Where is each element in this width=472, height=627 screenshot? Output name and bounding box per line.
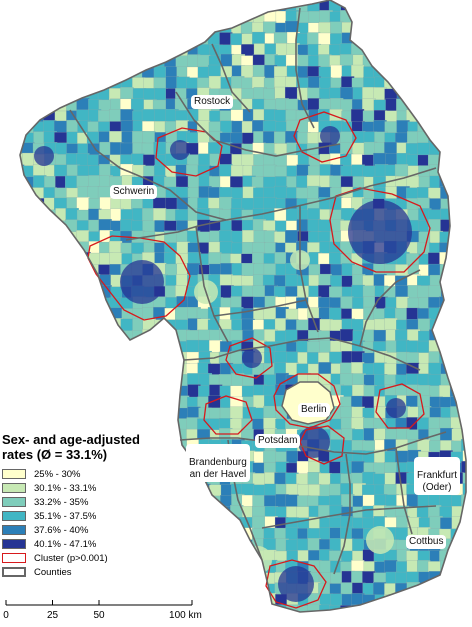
- city-label-cottbus: Cottbus: [406, 535, 447, 549]
- cluster-northeast: [293, 111, 357, 163]
- legend-swatch: [2, 497, 26, 507]
- legend-title-line2: rates (Ø = 33.1%): [2, 447, 108, 462]
- scale-bar-labels: 0 25 50 100 km: [3, 594, 202, 624]
- legend-row-class-1: 30.1% - 33.1%: [2, 482, 192, 494]
- legend-row-class-0: 25% - 30%: [2, 468, 192, 480]
- legend-swatch: [2, 469, 26, 479]
- city-label-schwerin: Schwerin: [110, 185, 158, 199]
- cluster-mid: [225, 337, 273, 379]
- legend-row-class-4: 37.6% - 40%: [2, 524, 192, 536]
- county-swatch: [2, 567, 26, 577]
- cluster-berlin-south: [299, 425, 345, 465]
- cluster-east: [329, 187, 431, 273]
- scale-tick-label: 100 km: [169, 610, 202, 621]
- legend-title: Sex- and age-adjusted rates (Ø = 33.1%): [2, 432, 192, 462]
- scale-tick-label: 0: [3, 610, 9, 621]
- city-label-berlin: Berlin: [298, 403, 330, 417]
- city-label-rostock: Rostock: [191, 95, 234, 109]
- legend-swatch: [2, 525, 26, 535]
- legend-swatch: [2, 511, 26, 521]
- legend-row-class-2: 33.2% - 35%: [2, 496, 192, 508]
- cluster-north: [155, 127, 223, 177]
- legend-row-class-5: 40.1% - 47.1%: [2, 538, 192, 550]
- legend-classes: 25% - 30% 30.1% - 33.1% 33.2% - 35% 35.1% -…: [2, 468, 192, 550]
- legend-swatch: [2, 483, 26, 493]
- county-borders: [19, 0, 467, 613]
- legend-counties-label: Counties: [34, 566, 72, 578]
- legend-title-line1: Sex- and age-adjusted: [2, 432, 140, 447]
- legend-row-class-3: 35.1% - 37.5%: [2, 510, 192, 522]
- legend-cluster-label: Cluster (p>0.001): [34, 552, 108, 564]
- cluster-outlines: [87, 111, 431, 609]
- legend-row-cluster: Cluster (p>0.001): [2, 552, 192, 564]
- legend-class-label: 25% - 30%: [34, 468, 81, 480]
- city-label-potsdam: Potsdam: [255, 434, 301, 448]
- cluster-southwest: [203, 395, 253, 435]
- legend-class-label: 37.6% - 40%: [34, 524, 89, 536]
- scale-tick-label: 25: [46, 610, 59, 621]
- legend-class-label: 40.1% - 47.1%: [34, 538, 97, 550]
- scale-bar: [5, 600, 193, 606]
- map-legend: Sex- and age-adjusted rates (Ø = 33.1%) …: [2, 432, 192, 580]
- legend-row-counties: Counties: [2, 566, 192, 578]
- city-label-frankfurt: Frankfurt (Oder): [414, 457, 461, 495]
- cluster-swatch: [2, 553, 26, 563]
- legend-class-label: 33.2% - 35%: [34, 496, 89, 508]
- legend-swatch: [2, 539, 26, 549]
- city-label-brandenburg: Brandenburg an der Havel: [186, 444, 250, 482]
- cluster-berlin: [273, 373, 341, 429]
- scale-tick-label: 50: [93, 610, 105, 621]
- legend-class-label: 35.1% - 37.5%: [34, 510, 97, 522]
- cluster-east-south: [375, 383, 425, 429]
- legend-class-label: 30.1% - 33.1%: [34, 482, 97, 494]
